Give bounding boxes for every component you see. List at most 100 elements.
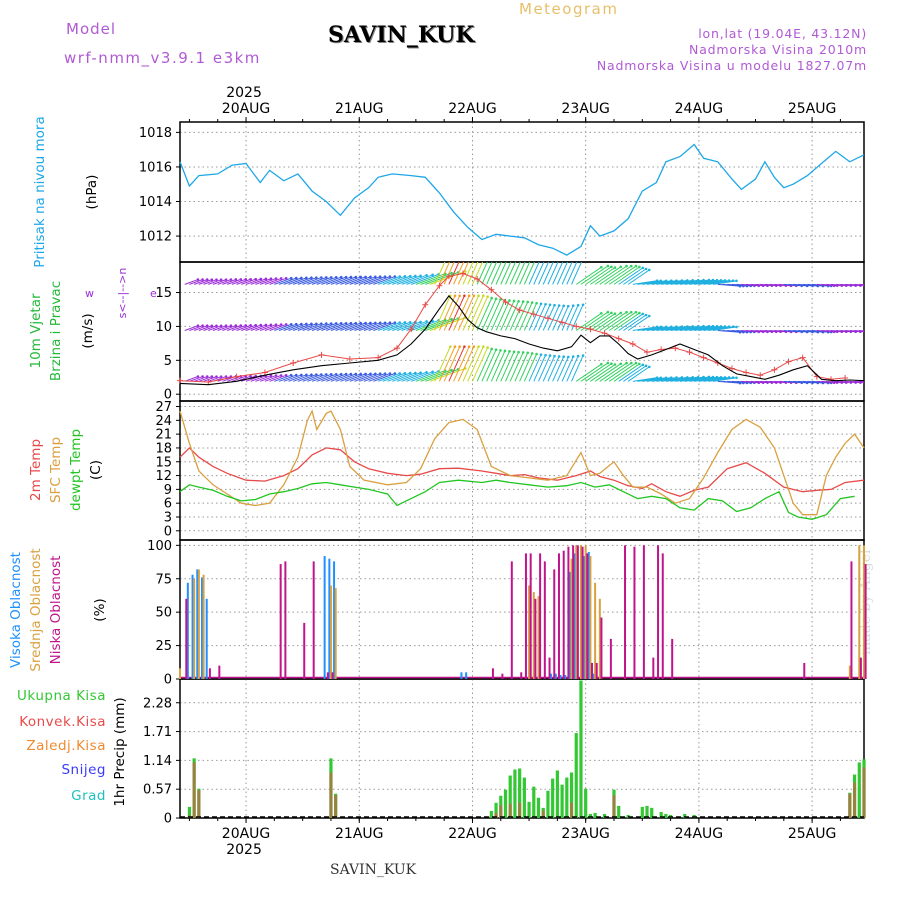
wind-arrow [675,279,704,285]
bottom-day-label: 24AUG [675,826,724,842]
wind-arrow-head [339,372,343,376]
wind-arrow [476,348,493,382]
wind-arrow-head [581,303,585,307]
gust-marker [318,351,325,358]
wind-arrow [613,363,640,382]
cloud-bar-niska [520,672,523,679]
wind-arrow-head [606,310,610,314]
wind-arrow [580,362,609,382]
gust-marker [436,282,443,289]
wind-arrow [340,322,361,331]
cloud-bar-visoka [592,673,595,679]
wind-arrow [538,262,550,285]
precip-bar-total [522,777,526,818]
cloud-bar-visoka [460,672,463,679]
wind-arrow-head [388,372,392,375]
wind-arrow-head [869,284,872,287]
wind-arrow [184,325,199,331]
wind-arrow-head [264,323,268,327]
cloud-bar-srednja [579,545,582,679]
wind-arrow [859,283,864,286]
wind-arrow-head [383,321,387,325]
precip-bar-total [503,789,508,818]
wind-arrow-head [610,311,613,315]
wind-arrow-head [201,375,204,378]
wind-arrow [260,324,277,331]
wind-arrow [462,262,474,285]
wind-arrow-head [553,354,556,358]
wind-arrow [670,279,699,285]
cloud-bar-niska [591,662,593,679]
wind-arrow [514,352,529,382]
wind-arrow-head [613,363,617,366]
ytick-label: 9 [164,483,172,498]
wind-arrow [627,315,650,331]
wind-arrow-head [315,373,318,376]
precip-legend-3: Snijeg [61,762,106,778]
wind-arrow [316,373,337,382]
wind-arrow-head [535,256,538,259]
wind-arrow-head [329,322,333,325]
precip-legend-4: Grad [71,788,106,804]
wind-arrow [457,346,475,382]
wind-arrow [859,380,864,383]
wind-arrow [632,280,658,285]
wind-arrow [509,352,524,382]
wind-arrow-head [320,276,323,279]
wind-arrow-head [490,296,493,300]
cloud-bar-niska [652,657,655,679]
wind-arrow [712,326,737,331]
wind-arrow-head [521,351,525,354]
wind-arrow [523,302,538,331]
wind-arrow [297,374,317,382]
wind-arrow [618,364,644,382]
wind-arrow-head [619,265,623,269]
wind-arrow [632,326,658,331]
wind-arrow [415,370,446,382]
wind-arrow [250,278,267,285]
ytick-label: 100 [147,539,172,554]
temp-line-2m-temp [179,446,865,497]
wind-arrow [689,279,718,285]
wind-arrow-head [577,258,580,261]
wind-arrow-head [517,350,520,354]
wind-arrow [335,322,356,331]
wind-arrow-head [558,258,561,261]
wind-arrow-head [359,321,362,325]
wind-arrow [302,323,322,331]
wind-arrow-head [289,323,293,326]
wind-arrow [594,363,622,382]
temp-line-sfc-temp [179,409,865,516]
cloud-bar-niska [279,564,282,679]
wind-arrow [283,374,302,382]
cloud-bar-niska [185,598,188,679]
precip-bar-total [527,801,531,818]
wind-compass-ns: s<--|-->n [116,268,129,319]
gust-marker [771,366,778,373]
wind-arrow-head [544,353,547,357]
wind-arrow [189,279,203,285]
precip-bar-total [565,777,569,818]
wind-arrow [330,373,352,382]
model-name: wrf-nmm_v3.9.1 e3km [64,49,261,67]
wind-arrow [623,365,647,382]
precip-bar-convective [499,805,503,818]
ytick-label: 25 [155,639,172,654]
altitude-label: Nadmorska Visina 2010m [689,42,867,57]
precip-title-label: 1hr Precip (mm) [112,697,128,806]
wind-arrow [326,373,347,382]
wind-arrow-head [735,325,738,329]
wind-arrow [330,322,352,331]
cloud-bar-niska [624,545,627,679]
wind-arrow [288,277,307,285]
wind-arrow-head [425,370,428,374]
wind-arrow-head [224,278,228,281]
wind-arrow [594,266,622,285]
wind-arrow [533,262,545,285]
wind-arrow [410,273,439,285]
wind-arrow-head [508,350,511,353]
wind-arrow [344,276,366,285]
wind-arrow [467,262,479,285]
wind-arrow [571,355,584,382]
ytick-label: 1012 [139,230,172,245]
